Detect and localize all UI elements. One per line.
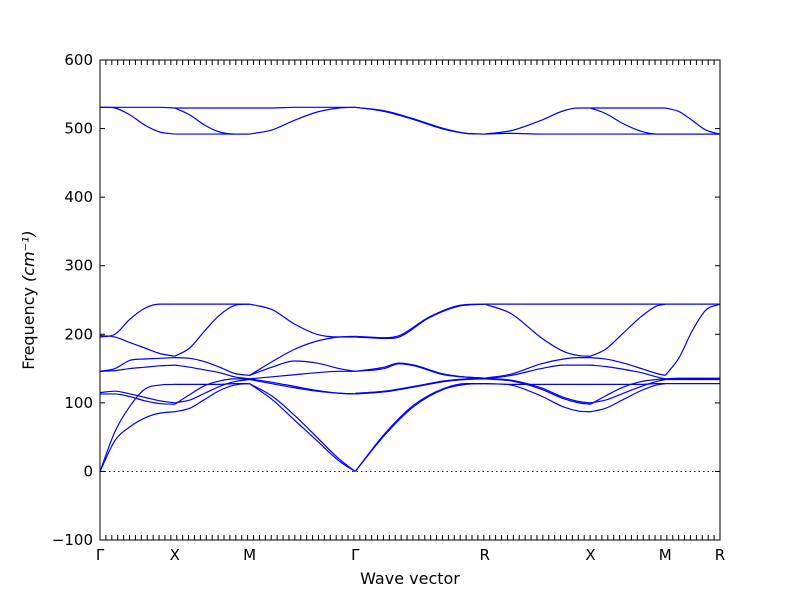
band-line	[484, 303, 591, 357]
band-line	[249, 370, 356, 380]
band-line	[174, 357, 250, 377]
band-line	[484, 107, 591, 135]
band-line	[99, 411, 175, 472]
band-line	[484, 357, 591, 379]
y-tick-label: 300	[64, 257, 93, 275]
band-line	[590, 378, 666, 404]
band-line	[174, 383, 250, 385]
y-axis: −100 0 100 200 300 400 500 600	[52, 51, 720, 549]
band-line	[665, 107, 721, 135]
band-line	[249, 383, 356, 472]
band-line	[249, 360, 356, 376]
band-line	[590, 383, 666, 413]
band-line	[174, 303, 250, 357]
band-line	[355, 303, 485, 340]
band-line	[174, 383, 250, 413]
band-line	[354, 383, 485, 472]
y-tick-label: 200	[64, 325, 93, 343]
band-line	[99, 383, 175, 472]
x-tick-label: M	[243, 546, 256, 564]
band-line	[590, 107, 666, 135]
band-line	[664, 303, 721, 376]
band-line	[590, 383, 666, 385]
band-line	[174, 378, 250, 404]
x-tick-label: Γ	[351, 546, 360, 564]
x-tick-label: R	[480, 546, 490, 564]
band-line	[590, 357, 666, 377]
x-tick-label: M	[659, 546, 672, 564]
band-line	[174, 378, 250, 405]
band-line	[99, 364, 175, 372]
band-line	[100, 106, 175, 109]
band-line	[99, 390, 175, 404]
y-axis-label-unit: (cm⁻¹)	[19, 230, 38, 282]
band-line	[99, 106, 175, 135]
band-line	[249, 378, 356, 395]
x-tick-label: R	[715, 546, 725, 564]
y-axis-label-group: Frequency (cm⁻¹)	[19, 230, 38, 369]
band-line	[665, 377, 720, 380]
x-tick-label: X	[585, 546, 595, 564]
band-line	[354, 383, 485, 472]
y-tick-label: 400	[64, 188, 93, 206]
band-line	[249, 303, 356, 338]
band-line	[99, 335, 175, 357]
band-line	[174, 107, 250, 135]
y-axis-label-text: Frequency	[19, 287, 38, 370]
band-line	[590, 303, 666, 357]
y-tick-label: 100	[64, 394, 93, 412]
plot-frame	[99, 59, 721, 541]
band-line	[355, 106, 485, 135]
x-tick-label: Γ	[96, 546, 105, 564]
band-line	[174, 364, 250, 380]
x-tick-label: X	[170, 546, 180, 564]
band-line	[484, 364, 591, 380]
y-tick-label: −100	[52, 531, 93, 549]
band-line	[484, 378, 591, 405]
band-line	[355, 106, 485, 135]
band-line	[355, 378, 485, 395]
band-line	[99, 393, 175, 405]
band-line	[99, 357, 175, 372]
band-line	[484, 383, 591, 385]
x-axis-label: Wave vector	[360, 569, 460, 588]
band-line	[249, 106, 356, 135]
band-line	[355, 363, 485, 379]
band-line	[355, 377, 485, 394]
band-line	[249, 106, 356, 109]
band-line	[99, 303, 175, 338]
band-line	[249, 383, 356, 472]
y-tick-label: 600	[64, 51, 93, 69]
band-line	[355, 303, 485, 339]
band-line	[590, 364, 666, 380]
band-line	[355, 362, 485, 380]
y-tick-label: 0	[83, 462, 93, 480]
y-axis-label: Frequency (cm⁻¹)	[19, 230, 38, 369]
band-line	[484, 377, 591, 404]
y-tick-label: 500	[64, 120, 93, 138]
band-lines	[99, 106, 721, 472]
band-line	[484, 132, 591, 135]
